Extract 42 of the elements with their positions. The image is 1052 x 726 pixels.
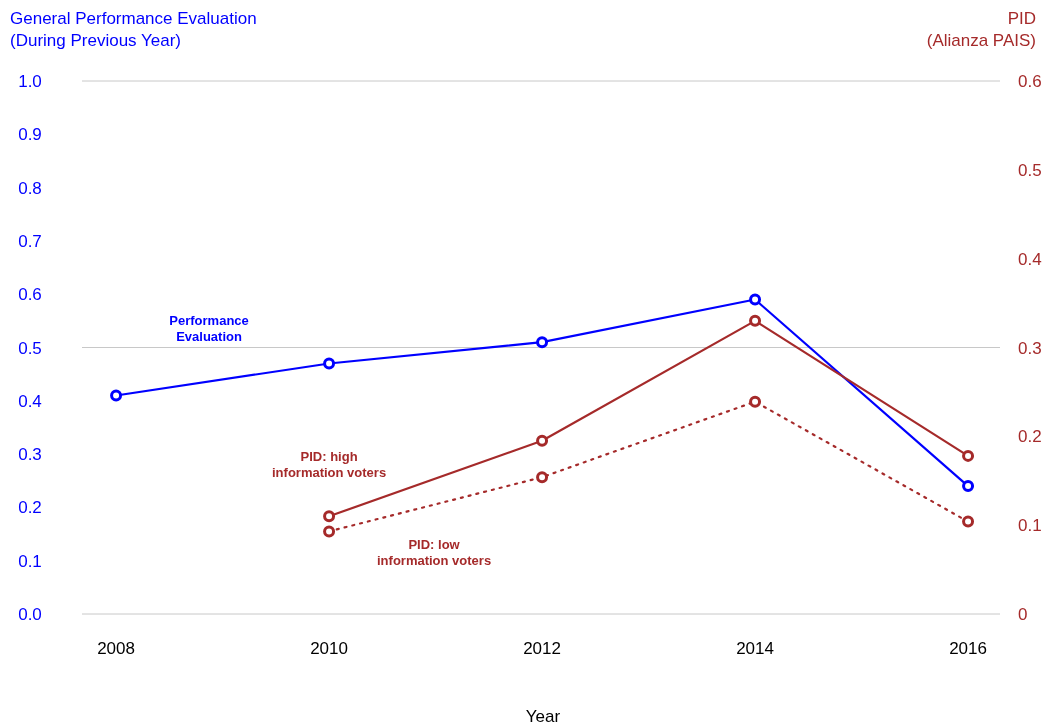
y-tick-label: 0.4 [18,391,42,411]
point [962,480,975,493]
y2-tick-label: 0.5 [1018,160,1042,180]
point [749,314,762,327]
point [749,395,762,408]
point [110,389,123,402]
point [536,471,549,484]
x-tick-label: 2016 [949,639,987,658]
point [323,510,336,523]
y-tick-label: 1.0 [18,72,42,91]
x-tick-label: 2012 [523,639,561,658]
y2-tick-label: 0.3 [1018,338,1042,358]
y-tick-label: 0.6 [18,285,42,305]
series-label: PID: high information voters [272,449,387,481]
y-axis-title: General Performance Evaluation (During Previous Year) [10,9,257,50]
y-tick-label: 0.2 [18,498,42,518]
y2-tick-label: 0.4 [1018,249,1042,269]
point [962,515,975,528]
y2-axis-title: PID (Alianza PAIS) [926,9,1036,50]
y-tick-label: 0.3 [18,445,42,465]
x-tick-label: 2008 [97,639,135,658]
y2-tick-label: 0.2 [1018,427,1042,447]
point [536,434,549,447]
x-tick-label: 2010 [310,639,348,658]
y2-tick-label: 0.6 [1018,72,1042,91]
y-tick-label: 0.8 [18,178,42,198]
y-tick-label: 0.7 [18,231,42,251]
point [749,293,762,306]
point [323,357,336,370]
y-tick-label: 0.0 [18,605,42,624]
point [536,336,549,349]
x-tick-label: 2014 [736,639,774,658]
x-axis-title: Year [525,707,561,726]
y2-tick-label: 0.1 [1018,516,1042,536]
y-tick-label: 0.5 [18,338,42,358]
y-tick-label: 0.9 [18,125,42,145]
point [962,449,975,462]
y2-tick-label: 0 [1018,605,1028,624]
y-tick-label: 0.1 [18,551,42,571]
point [323,525,336,538]
series-label: PID: low information voters [377,537,492,569]
text: Performance Evaluation [169,313,249,345]
